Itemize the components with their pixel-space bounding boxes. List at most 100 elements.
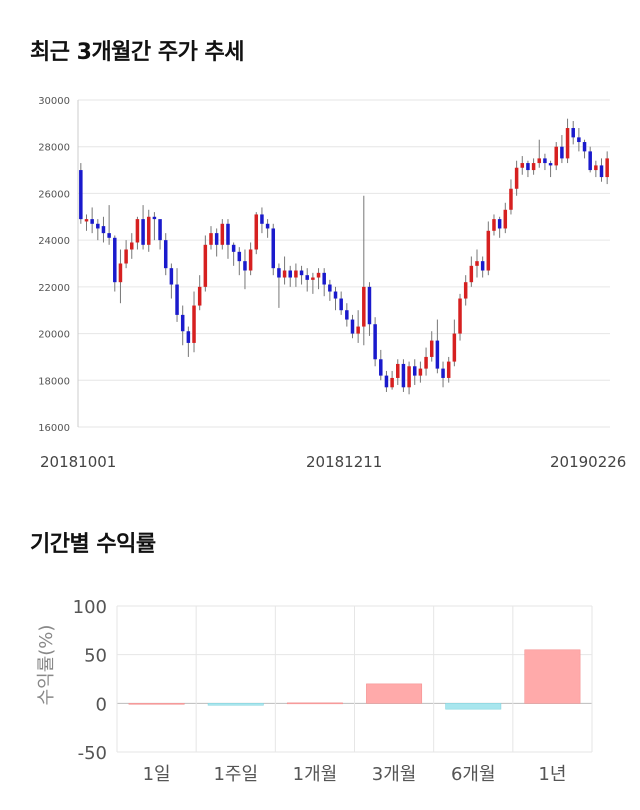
candle <box>107 205 111 245</box>
candle <box>305 268 309 292</box>
candle-body <box>328 284 332 292</box>
returns-category-label: 1년 <box>538 764 566 785</box>
candle <box>118 249 123 304</box>
candle <box>503 202 508 234</box>
candle <box>480 256 485 278</box>
price-candlestick-chart: 16000 18000 20000 22000 24000 26000 28000 30000… <box>38 96 626 471</box>
candle-body <box>316 272 321 278</box>
candle <box>220 219 225 250</box>
candle-body <box>152 216 157 220</box>
candle <box>582 139 587 159</box>
candle <box>379 349 383 381</box>
candle-body <box>503 209 508 229</box>
candle <box>554 142 558 171</box>
candle-body <box>339 298 343 311</box>
candle-body <box>486 230 491 271</box>
candle <box>192 291 196 353</box>
candle-body <box>294 270 298 278</box>
candle-body <box>401 363 406 388</box>
returns-y-axis-label: 수익률(%) <box>36 625 57 706</box>
candle <box>113 235 117 292</box>
candle <box>435 319 440 374</box>
candle <box>526 160 530 178</box>
price-y-tick-label: 22000 <box>38 283 70 294</box>
candle <box>175 268 179 322</box>
candle-body <box>175 284 179 315</box>
candle <box>401 359 406 392</box>
candle-body <box>469 265 474 283</box>
returns-bar <box>207 703 264 706</box>
candle-body <box>441 368 445 378</box>
candle <box>588 146 592 173</box>
candle-body <box>458 298 462 334</box>
candle <box>197 275 202 311</box>
returns-y-tick-label: 0 <box>96 694 107 715</box>
candle <box>367 282 372 336</box>
candle-body <box>390 377 394 388</box>
candle-body <box>435 340 440 369</box>
candle-body <box>384 375 389 388</box>
returns-bar <box>524 649 581 704</box>
candle <box>277 263 281 308</box>
candle <box>452 319 457 367</box>
candle-body <box>271 228 276 269</box>
candle-body <box>526 163 530 171</box>
candle-body <box>141 219 145 245</box>
candle-body <box>509 188 513 210</box>
candle-body <box>277 268 281 278</box>
candle-body <box>265 223 270 229</box>
candle <box>311 272 315 294</box>
returns-bar <box>366 683 423 704</box>
candle-body <box>248 249 253 271</box>
candle <box>492 214 496 236</box>
candle <box>514 160 519 196</box>
candle-body <box>163 240 168 269</box>
returns-bar <box>286 702 343 705</box>
candle <box>265 219 270 238</box>
candle-body <box>220 223 225 245</box>
candle <box>101 216 106 243</box>
candle <box>231 242 236 266</box>
candle-body <box>594 165 598 171</box>
candle-body <box>475 261 479 266</box>
candle <box>418 361 423 383</box>
candle-body <box>565 128 570 159</box>
candle <box>243 249 247 290</box>
candle <box>543 153 547 171</box>
candle-body <box>560 146 564 159</box>
price-y-tick-label: 26000 <box>38 189 70 200</box>
candle <box>350 314 355 339</box>
price-date-label: 20181211 <box>306 453 382 471</box>
candle-body <box>231 244 236 252</box>
candle-body <box>480 261 485 271</box>
price-date-label: 20190226 <box>550 453 626 471</box>
candle-body <box>350 319 355 334</box>
candle-body <box>90 219 94 224</box>
candle <box>328 279 332 301</box>
candle-body <box>282 270 287 278</box>
candle-body <box>514 167 519 189</box>
candle <box>565 118 570 164</box>
candle-body <box>333 291 338 299</box>
candle <box>254 212 259 255</box>
candle-body <box>492 219 496 231</box>
candle-body <box>345 310 349 320</box>
candle <box>577 128 581 152</box>
candle-body <box>169 268 174 285</box>
candle-body <box>418 368 423 376</box>
price-y-tick-label: 30000 <box>38 96 70 107</box>
candle-body <box>463 282 468 299</box>
candle <box>520 156 525 175</box>
candle <box>322 268 326 297</box>
candle-body <box>299 270 304 276</box>
candle <box>458 293 462 341</box>
candle <box>424 347 428 376</box>
candle <box>486 221 491 276</box>
candle <box>299 265 304 285</box>
candle-body <box>254 214 259 250</box>
candle <box>412 359 417 385</box>
candle <box>407 361 411 395</box>
candle-body <box>113 237 117 283</box>
price-y-tick-label: 24000 <box>38 236 70 247</box>
candle <box>158 219 162 250</box>
